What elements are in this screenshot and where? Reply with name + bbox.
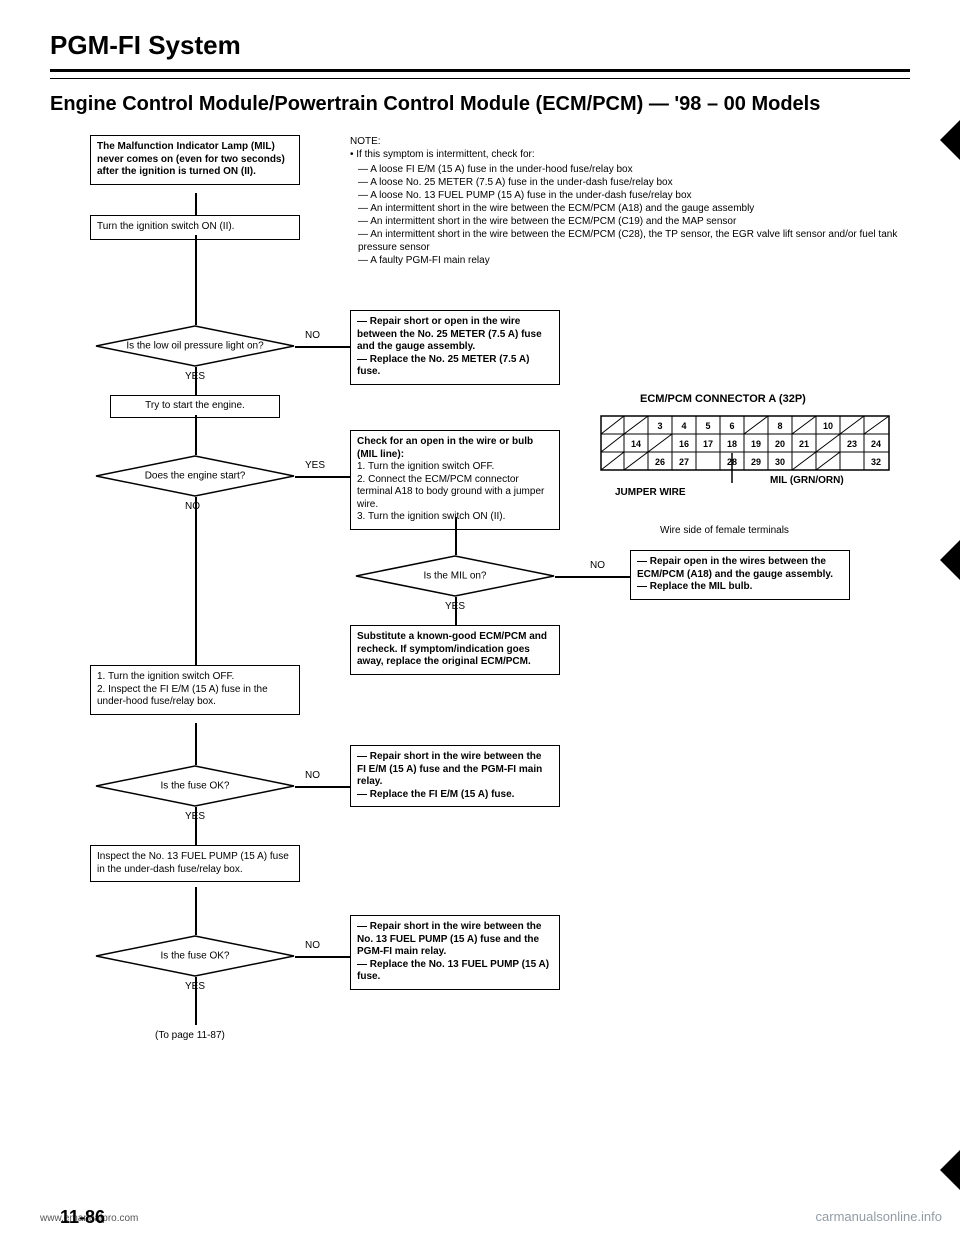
connector-line — [195, 887, 197, 935]
connector-line — [195, 367, 197, 395]
svg-text:27: 27 — [679, 457, 689, 467]
svg-text:17: 17 — [703, 439, 713, 449]
flow-decision-fuse2-text: Is the fuse OK? — [95, 951, 295, 962]
svg-text:20: 20 — [775, 439, 785, 449]
connector-line — [195, 977, 197, 1025]
yes-label: YES — [305, 460, 325, 471]
note-item: An intermittent short in the wire betwee… — [358, 228, 910, 254]
svg-text:6: 6 — [729, 421, 734, 431]
flow-box-inspect-fuse1: 1. Turn the ignition switch OFF. 2. Insp… — [90, 665, 300, 715]
svg-text:5: 5 — [705, 421, 710, 431]
flow-box-substitute-text: Substitute a known-good ECM/PCM and rech… — [357, 631, 547, 667]
note-item: A loose No. 25 METER (7.5 A) fuse in the… — [358, 176, 910, 189]
flow-decision-low-oil-text: Is the low oil pressure light on? — [95, 341, 295, 352]
flow-box-repair-a18-text: — Repair open in the wires between the E… — [637, 556, 833, 592]
no-label: NO — [305, 770, 320, 781]
note-item: A loose FI E/M (15 A) fuse in the under-… — [358, 163, 910, 176]
svg-text:30: 30 — [775, 457, 785, 467]
flow-box-start: The Malfunction Indicator Lamp (MIL) nev… — [90, 135, 300, 185]
flow-box-repair-meter: — Repair short or open in the wire betwe… — [350, 310, 560, 385]
flow-box-repair-fuse2-text: — Repair short in the wire between the N… — [357, 921, 549, 982]
flow-decision-fuse2: Is the fuse OK? — [95, 935, 295, 977]
connector-line — [295, 346, 350, 348]
note-item: An intermittent short in the wire betwee… — [358, 202, 910, 215]
check-open-steps: 1. Turn the ignition switch OFF.2. Conne… — [357, 461, 544, 522]
svg-text:8: 8 — [777, 421, 782, 431]
flow-decision-low-oil: Is the low oil pressure light on? — [95, 325, 295, 367]
to-page-ref: (To page 11-87) — [155, 1030, 225, 1041]
flow-box-inspect-fuse2-text: Inspect the No. 13 FUEL PUMP (15 A) fuse… — [97, 851, 289, 875]
jumper-label: JUMPER WIRE — [615, 487, 686, 498]
svg-text:21: 21 — [799, 439, 809, 449]
note-block: NOTE: • If this symptom is intermittent,… — [350, 135, 910, 267]
flow-box-check-open: Check for an open in the wire or bulb (M… — [350, 430, 560, 530]
divider-thick — [50, 69, 910, 72]
connector-line — [455, 597, 457, 625]
svg-text:18: 18 — [727, 439, 737, 449]
note-item: A faulty PGM-FI main relay — [358, 254, 910, 267]
no-label: NO — [305, 330, 320, 341]
divider-thin — [50, 78, 910, 79]
connector-line — [195, 723, 197, 765]
no-label: NO — [305, 940, 320, 951]
note-title: NOTE: — [350, 135, 910, 148]
connector-line — [195, 193, 197, 215]
flow-box-try-start-text: Try to start the engine. — [145, 400, 245, 411]
connector-line — [455, 517, 457, 555]
svg-text:29: 29 — [751, 457, 761, 467]
svg-text:14: 14 — [631, 439, 641, 449]
flow-decision-engine-start-text: Does the engine start? — [95, 471, 295, 482]
svg-text:24: 24 — [871, 439, 881, 449]
svg-text:23: 23 — [847, 439, 857, 449]
svg-text:4: 4 — [681, 421, 686, 431]
flow-decision-engine-start: Does the engine start? — [95, 455, 295, 497]
flow-box-ignition-text: Turn the ignition switch ON (II). — [97, 221, 234, 232]
section-title: Engine Control Module/Powertrain Control… — [50, 91, 910, 117]
flow-decision-fuse1: Is the fuse OK? — [95, 765, 295, 807]
flow-decision-mil-on-text: Is the MIL on? — [355, 571, 555, 582]
connector-diagram: 34 56 810 1416 1718 1920 2123 24 2627 28… — [600, 415, 890, 485]
flow-box-inspect-fuse2: Inspect the No. 13 FUEL PUMP (15 A) fuse… — [90, 845, 300, 882]
connector-line — [295, 956, 350, 958]
flow-box-repair-meter-text: — Repair short or open in the wire betwe… — [357, 316, 542, 377]
connector-title: ECM/PCM CONNECTOR A (32P) — [640, 393, 806, 405]
no-label: NO — [590, 560, 605, 571]
note-item: An intermittent short in the wire betwee… — [358, 215, 910, 228]
connector-line — [555, 576, 630, 578]
connector-line — [295, 476, 350, 478]
svg-text:16: 16 — [679, 439, 689, 449]
mil-label: MIL (GRN/ORN) — [770, 475, 844, 486]
connector-line — [195, 497, 197, 665]
flow-box-inspect-fuse1-text: 1. Turn the ignition switch OFF. 2. Insp… — [97, 671, 268, 707]
no-label: NO — [185, 501, 200, 512]
svg-text:19: 19 — [751, 439, 761, 449]
footer-url-right: carmanualsonline.info — [816, 1209, 942, 1224]
flowchart-area: NOTE: • If this symptom is intermittent,… — [50, 135, 910, 1145]
note-list: A loose FI E/M (15 A) fuse in the under-… — [350, 163, 910, 267]
connector-line — [195, 235, 197, 325]
flow-box-substitute: Substitute a known-good ECM/PCM and rech… — [350, 625, 560, 675]
flow-box-start-text: The Malfunction Indicator Lamp (MIL) nev… — [97, 141, 285, 177]
connector-line — [195, 415, 197, 455]
connector-line — [195, 807, 197, 845]
wire-side-label: Wire side of female terminals — [660, 525, 789, 536]
flow-box-repair-fuse1-text: — Repair short in the wire between the F… — [357, 751, 542, 800]
svg-text:32: 32 — [871, 457, 881, 467]
check-open-title: Check for an open in the wire or bulb (M… — [357, 436, 553, 461]
connector-line — [295, 786, 350, 788]
flow-decision-mil-on: Is the MIL on? — [355, 555, 555, 597]
svg-text:10: 10 — [823, 421, 833, 431]
flow-decision-fuse1-text: Is the fuse OK? — [95, 781, 295, 792]
flow-box-repair-fuse1: — Repair short in the wire between the F… — [350, 745, 560, 807]
page-number: 11-86 — [60, 1207, 105, 1228]
svg-text:3: 3 — [657, 421, 662, 431]
note-main: • If this symptom is intermittent, check… — [350, 148, 910, 161]
note-item: A loose No. 13 FUEL PUMP (15 A) fuse in … — [358, 189, 910, 202]
svg-text:26: 26 — [655, 457, 665, 467]
system-title: PGM-FI System — [50, 30, 910, 61]
flow-box-repair-a18: — Repair open in the wires between the E… — [630, 550, 850, 600]
flow-box-repair-fuse2: — Repair short in the wire between the N… — [350, 915, 560, 990]
